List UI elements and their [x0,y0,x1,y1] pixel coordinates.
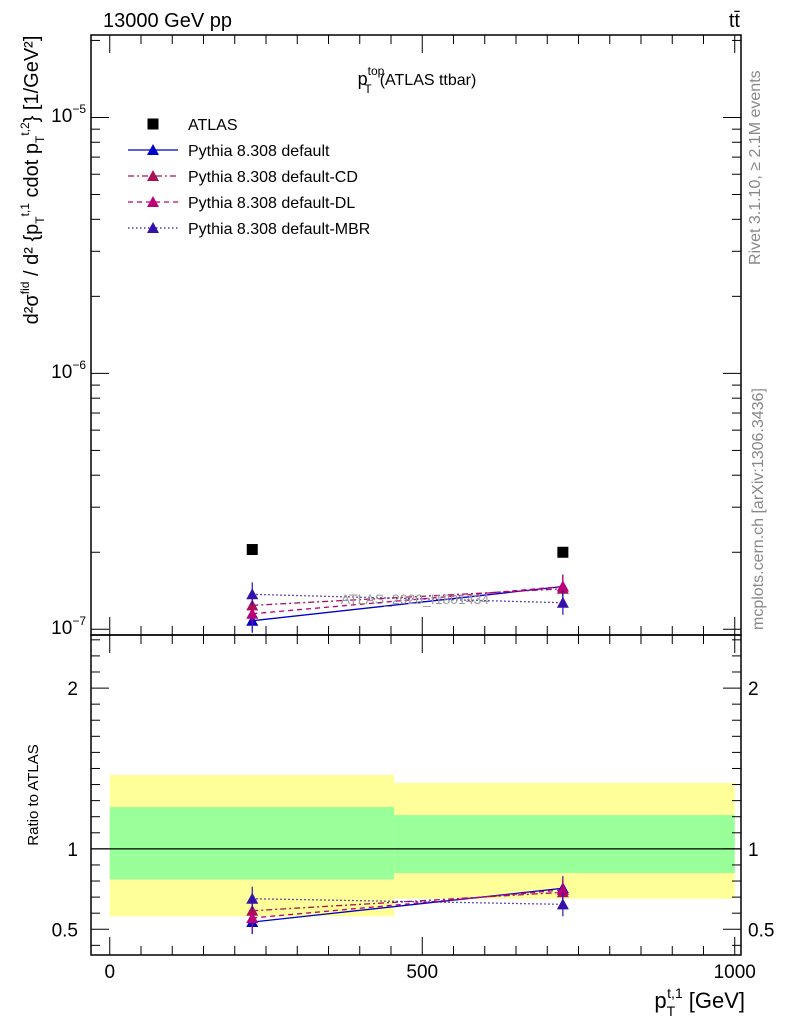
ratio-frame [90,634,742,956]
band-inner-1 [394,815,735,873]
ratio-line-dl [252,889,563,919]
process-label: 13000 GeV pp [103,10,232,32]
main-point-data [246,544,258,556]
ratio-ytick-label-left: 1 [67,840,78,861]
ratio-ytick-label-right: 1 [748,840,759,861]
xlabel: pTt,1 [GeV] [654,985,745,1019]
ratio-ylabel: Ratio to ATLAS [25,744,42,845]
final-state-label: tt̄ [729,10,741,32]
xtick-label: 1000 [714,962,756,983]
svg-text:d²σfid / d² {pTt,1 cdot pTt,2}: d²σfid / d² {pTt,1 cdot pTt,2} [1/GeV²] [18,36,47,325]
ratio-point-dl [556,883,569,895]
mcplots-label: mcplots.cern.ch [arXiv:1306.3436] [750,388,767,630]
main-line-dl [252,585,563,615]
legend-label-mbr: Pythia 8.308 default-MBR [188,221,370,238]
main-point-mbr [246,588,259,600]
legend-label-default: Pythia 8.308 default [188,143,330,160]
legend-marker-cd [147,170,159,181]
ytick-label-1e-6: 10−6 [51,358,86,383]
main-line-cd [252,588,563,607]
ratio-line-cd [252,891,563,912]
legend-marker-mbr [147,222,159,233]
ratio-point-mbr [556,898,569,910]
ratio-point-dl [246,912,259,924]
rivet-version-label: Rivet 3.1.10, ≥ 2.1M events [747,70,764,265]
legend-marker-default [147,144,159,155]
legend-label-cd: Pythia 8.308 default-CD [188,169,358,186]
xtick-label: 0 [104,962,115,983]
ratio-ytick-label-left: 2 [67,679,78,700]
legend-label-dl: Pythia 8.308 default-DL [188,195,355,212]
main-series-layer [246,544,569,633]
ratio-ytick-label-right: 0.5 [748,920,774,941]
ratio-line-default [252,887,563,923]
ratio-series-layer [246,876,569,935]
ytick-label-1e-5: 10−5 [51,102,86,127]
band-inner-0 [109,807,395,880]
ratio-ytick-label-left: 0.5 [52,920,78,941]
plot-frames [90,34,742,956]
main-title: ptop T (ATLAS ttbar) [358,64,477,96]
legend-marker-data [147,118,159,130]
main-point-data [557,546,569,558]
legend-label-data: ATLAS [188,117,238,134]
main-point-dl [246,607,259,619]
ytick-label-1e-7: 10−7 [51,614,86,639]
legend-marker-dl [147,196,159,207]
main-point-dl [556,580,569,592]
legend: ATLAS Pythia 8.308 default Pythia 8.308 de… [128,117,370,238]
xtick-label: 500 [406,962,438,983]
main-line-default [252,585,563,622]
axis-ticks: 0.5 0.5 1 1 2 2 0 500 1000 [52,35,774,983]
main-ylabel: d²σfid / d² {pTt,1 cdot pTt,2} [1/GeV²] [18,36,47,325]
main-point-mbr [556,596,569,608]
analysis-watermark: ATLAS_2020_I1801434 [341,591,490,607]
ratio-point-mbr [246,892,259,904]
uncertainty-bands [109,774,735,917]
ratio-ytick-label-right: 2 [748,679,759,700]
